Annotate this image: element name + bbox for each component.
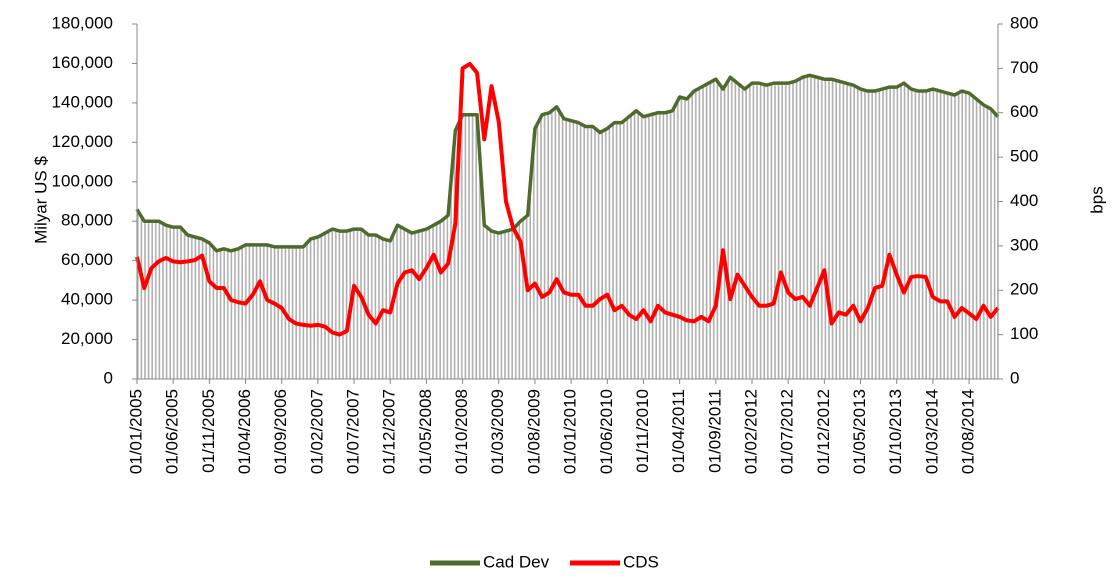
y2-tick-label: 0: [1010, 368, 1019, 387]
x-tick-label: 01/05/2008: [416, 389, 435, 474]
y2-tick-label: 300: [1010, 235, 1038, 254]
x-tick-label: 01/09/2011: [705, 389, 724, 473]
y-tick-label: 180,000: [52, 13, 113, 32]
y-axis-label: Milyar US $: [31, 156, 50, 244]
y2-axis-label: bps: [1087, 186, 1106, 213]
y-tick-label: 40,000: [61, 290, 113, 309]
x-tick-label: 01/02/2007: [307, 389, 326, 474]
x-tick-label: 01/01/2010: [561, 389, 580, 474]
x-tick-label: 01/06/2005: [163, 389, 182, 474]
y2-tick-label: 500: [1010, 147, 1038, 166]
x-tick-label: 01/05/2013: [850, 389, 869, 474]
line: [135, 61, 1000, 337]
x-tick-label: 01/03/2014: [922, 389, 941, 474]
x-tick-label: 01/01/2005: [126, 389, 145, 474]
y-tick-label: 0: [104, 368, 113, 387]
x-tick-label: 01/10/2013: [886, 389, 905, 474]
y2-tick-label: 100: [1010, 324, 1038, 343]
legend-label: CDS: [623, 552, 659, 571]
y-tick-label: 140,000: [52, 92, 113, 111]
x-tick-label: 01/12/2007: [380, 389, 399, 474]
x-tick-label: 01/03/2009: [488, 389, 507, 474]
y-tick-label: 100,000: [52, 171, 113, 190]
y-tick-label: 120,000: [52, 132, 113, 151]
x-tick-label: 01/07/2007: [344, 389, 363, 474]
x-tick-label: 01/12/2012: [814, 389, 833, 474]
x-tick-label: 01/09/2006: [271, 389, 290, 474]
x-tick-label: 01/06/2010: [597, 389, 616, 474]
x-tick-label: 01/07/2012: [778, 389, 797, 474]
line: [135, 73, 1000, 253]
x-tick-label: 01/11/2010: [633, 389, 652, 473]
y2-tick-label: 600: [1010, 102, 1038, 121]
y2-tick-label: 400: [1010, 191, 1038, 210]
x-tick-label: 01/08/2009: [524, 389, 543, 474]
y-tick-label: 160,000: [52, 53, 113, 72]
x-tick-label: 01/11/2005: [199, 389, 218, 473]
x-tick-label: 01/10/2008: [452, 389, 471, 474]
x-tick-label: 01/04/2011: [669, 389, 688, 473]
y2-tick-label: 200: [1010, 280, 1038, 299]
legend-label: Cad Dev: [483, 552, 550, 571]
x-tick-label: 01/02/2012: [741, 389, 760, 474]
y-tick-label: 80,000: [61, 211, 113, 230]
x-tick-label: 01/04/2006: [235, 389, 254, 474]
y2-tick-label: 700: [1010, 58, 1038, 77]
y2-tick-label: 800: [1010, 13, 1038, 32]
y-tick-label: 60,000: [61, 250, 113, 269]
x-tick-label: 01/08/2014: [959, 389, 978, 474]
y-tick-label: 20,000: [61, 329, 113, 348]
